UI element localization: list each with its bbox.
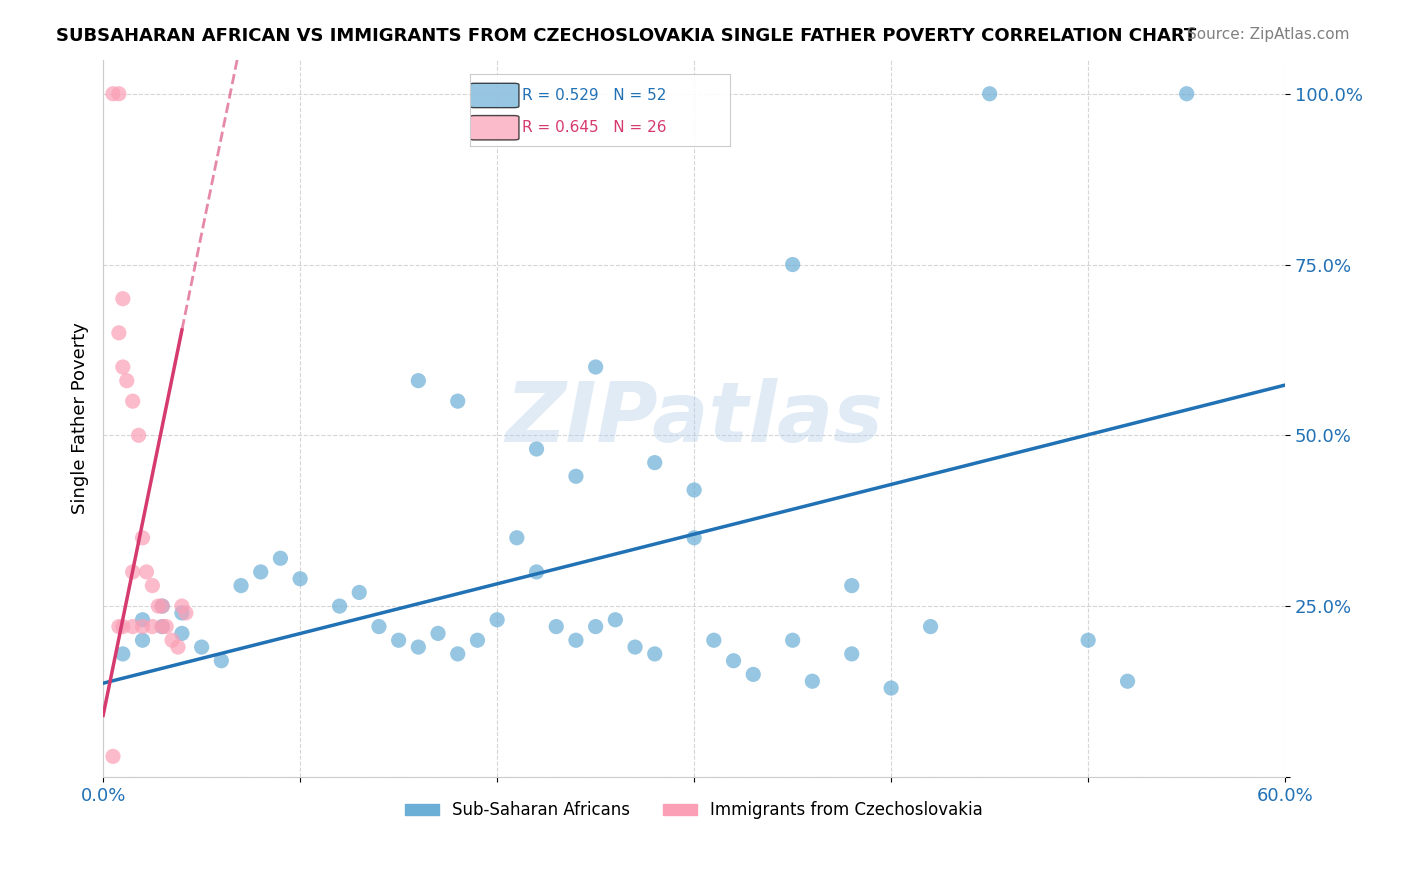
Point — [108, 619, 131, 633]
Point — [209, 654, 232, 668]
Y-axis label: Single Father Poverty: Single Father Poverty — [72, 322, 89, 514]
Point — [111, 647, 134, 661]
Point — [920, 619, 942, 633]
Point — [467, 633, 489, 648]
Point — [160, 633, 183, 648]
Point — [108, 326, 131, 340]
Point — [288, 572, 311, 586]
Point — [131, 633, 153, 648]
Point — [148, 599, 170, 613]
Point — [167, 640, 190, 654]
Text: Source: ZipAtlas.com: Source: ZipAtlas.com — [1187, 27, 1350, 42]
Point — [683, 531, 706, 545]
Point — [1116, 674, 1139, 689]
Point — [782, 633, 804, 648]
Point — [486, 613, 509, 627]
Point — [150, 619, 173, 633]
Point — [703, 633, 725, 648]
Point — [150, 619, 173, 633]
Point — [108, 87, 131, 101]
Point — [190, 640, 212, 654]
Point — [249, 565, 271, 579]
Point — [1077, 633, 1099, 648]
Point — [155, 619, 177, 633]
Point — [880, 681, 903, 695]
Point — [170, 599, 193, 613]
Point — [427, 626, 450, 640]
Point — [585, 619, 607, 633]
Legend: Sub-Saharan Africans, Immigrants from Czechoslovakia: Sub-Saharan Africans, Immigrants from Cz… — [399, 795, 990, 826]
Text: ZIPatlas: ZIPatlas — [505, 377, 883, 458]
Point — [101, 87, 124, 101]
Point — [447, 647, 470, 661]
Point — [328, 599, 350, 613]
Text: SUBSAHARAN AFRICAN VS IMMIGRANTS FROM CZECHOSLOVAKIA SINGLE FATHER POVERTY CORRE: SUBSAHARAN AFRICAN VS IMMIGRANTS FROM CZ… — [56, 27, 1197, 45]
Point — [801, 674, 824, 689]
Point — [683, 483, 706, 497]
Point — [101, 749, 124, 764]
Point — [141, 578, 163, 592]
Point — [111, 292, 134, 306]
Point — [388, 633, 411, 648]
Point — [349, 585, 371, 599]
Point — [150, 599, 173, 613]
Point — [368, 619, 391, 633]
Point — [841, 647, 863, 661]
Point — [170, 626, 193, 640]
Point — [408, 374, 430, 388]
Point — [723, 654, 745, 668]
Point — [565, 633, 588, 648]
Point — [121, 394, 143, 409]
Point — [644, 456, 666, 470]
Point — [128, 428, 150, 442]
Point — [624, 640, 647, 654]
Point — [506, 531, 529, 545]
Point — [1175, 87, 1198, 101]
Point — [115, 374, 138, 388]
Point — [170, 606, 193, 620]
Point — [141, 619, 163, 633]
Point — [269, 551, 291, 566]
Point — [841, 578, 863, 592]
Point — [121, 565, 143, 579]
Point — [121, 619, 143, 633]
Point — [131, 619, 153, 633]
Point — [229, 578, 252, 592]
Point — [526, 442, 548, 456]
Point — [408, 640, 430, 654]
Point — [585, 359, 607, 374]
Point — [526, 565, 548, 579]
Point — [565, 469, 588, 483]
Point — [174, 606, 197, 620]
Point — [150, 599, 173, 613]
Point — [644, 647, 666, 661]
Point — [131, 613, 153, 627]
Point — [447, 394, 470, 409]
Point — [111, 359, 134, 374]
Point — [546, 619, 568, 633]
Point — [111, 619, 134, 633]
Point — [131, 531, 153, 545]
Point — [782, 258, 804, 272]
Point — [979, 87, 1001, 101]
Point — [135, 565, 157, 579]
Point — [742, 667, 765, 681]
Point — [605, 613, 627, 627]
